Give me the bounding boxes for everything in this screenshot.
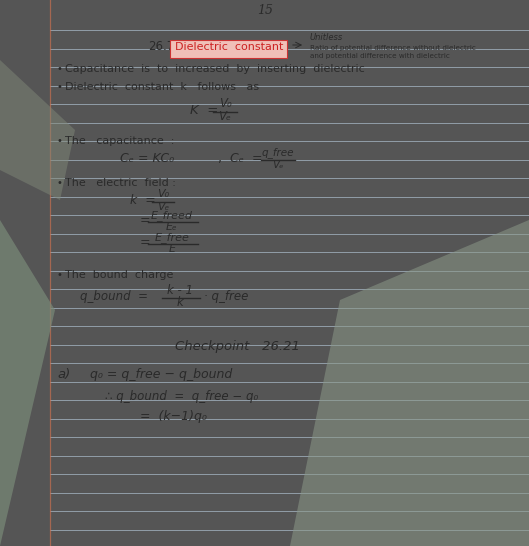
Text: q_free: q_free (262, 147, 294, 158)
Text: •: • (57, 178, 63, 188)
Text: The  bound  charge: The bound charge (65, 270, 174, 280)
Text: and potential difference with dielectric: and potential difference with dielectric (310, 53, 450, 59)
Text: =: = (140, 214, 151, 227)
Text: ,: , (218, 152, 222, 165)
Text: Capacitance  is  to  increased  by  inserting  dielectric: Capacitance is to increased by inserting… (65, 64, 365, 74)
Text: •: • (57, 136, 63, 146)
Polygon shape (290, 220, 529, 546)
Text: 26.7: 26.7 (148, 40, 174, 53)
Text: The   electric  field :: The electric field : (65, 178, 176, 188)
Text: ∴ q_bound  =  q_free − q₀: ∴ q_bound = q_free − q₀ (105, 390, 258, 403)
Text: Cₑ  =: Cₑ = (230, 152, 262, 165)
Text: q_bound  =: q_bound = (80, 290, 148, 303)
Text: •: • (57, 64, 63, 74)
Polygon shape (480, 0, 529, 30)
Text: Unitless: Unitless (310, 33, 343, 42)
Text: •: • (57, 270, 63, 280)
Text: V₀: V₀ (218, 97, 231, 110)
Text: k - 1: k - 1 (167, 284, 193, 297)
Text: E: E (169, 244, 176, 254)
Text: k: k (177, 296, 184, 309)
Text: a): a) (57, 368, 70, 381)
Text: Checkpoint   26.21: Checkpoint 26.21 (175, 340, 300, 353)
Text: Dielectric  constant  k   follows   as: Dielectric constant k follows as (65, 82, 259, 92)
Text: E_freed: E_freed (151, 210, 193, 221)
Text: Cₑ = KC₀: Cₑ = KC₀ (120, 152, 174, 165)
Text: Vₑ: Vₑ (272, 160, 284, 170)
Text: Dielectric  constant: Dielectric constant (175, 42, 283, 52)
Text: k  =: k = (130, 194, 156, 207)
Text: K  =: K = (190, 104, 218, 117)
Text: •: • (57, 82, 63, 92)
Text: 15: 15 (257, 4, 273, 17)
Text: E_free: E_free (154, 232, 189, 243)
Text: =  (k−1)q₀: = (k−1)q₀ (140, 410, 207, 423)
Text: q₀ = q_free − q_bound: q₀ = q_free − q_bound (90, 368, 232, 381)
Text: Ratio of potential difference without dielectric: Ratio of potential difference without di… (310, 45, 476, 51)
Text: · q_free: · q_free (204, 290, 249, 303)
FancyBboxPatch shape (170, 40, 287, 58)
Text: Eₑ: Eₑ (166, 222, 178, 232)
Text: The   capacitance  :: The capacitance : (65, 136, 175, 146)
Text: Vₑ: Vₑ (157, 202, 169, 212)
Text: =: = (140, 236, 151, 249)
Polygon shape (0, 60, 75, 200)
Text: Vₑ: Vₑ (218, 110, 232, 123)
Polygon shape (0, 220, 55, 546)
Text: V₀: V₀ (157, 189, 169, 199)
